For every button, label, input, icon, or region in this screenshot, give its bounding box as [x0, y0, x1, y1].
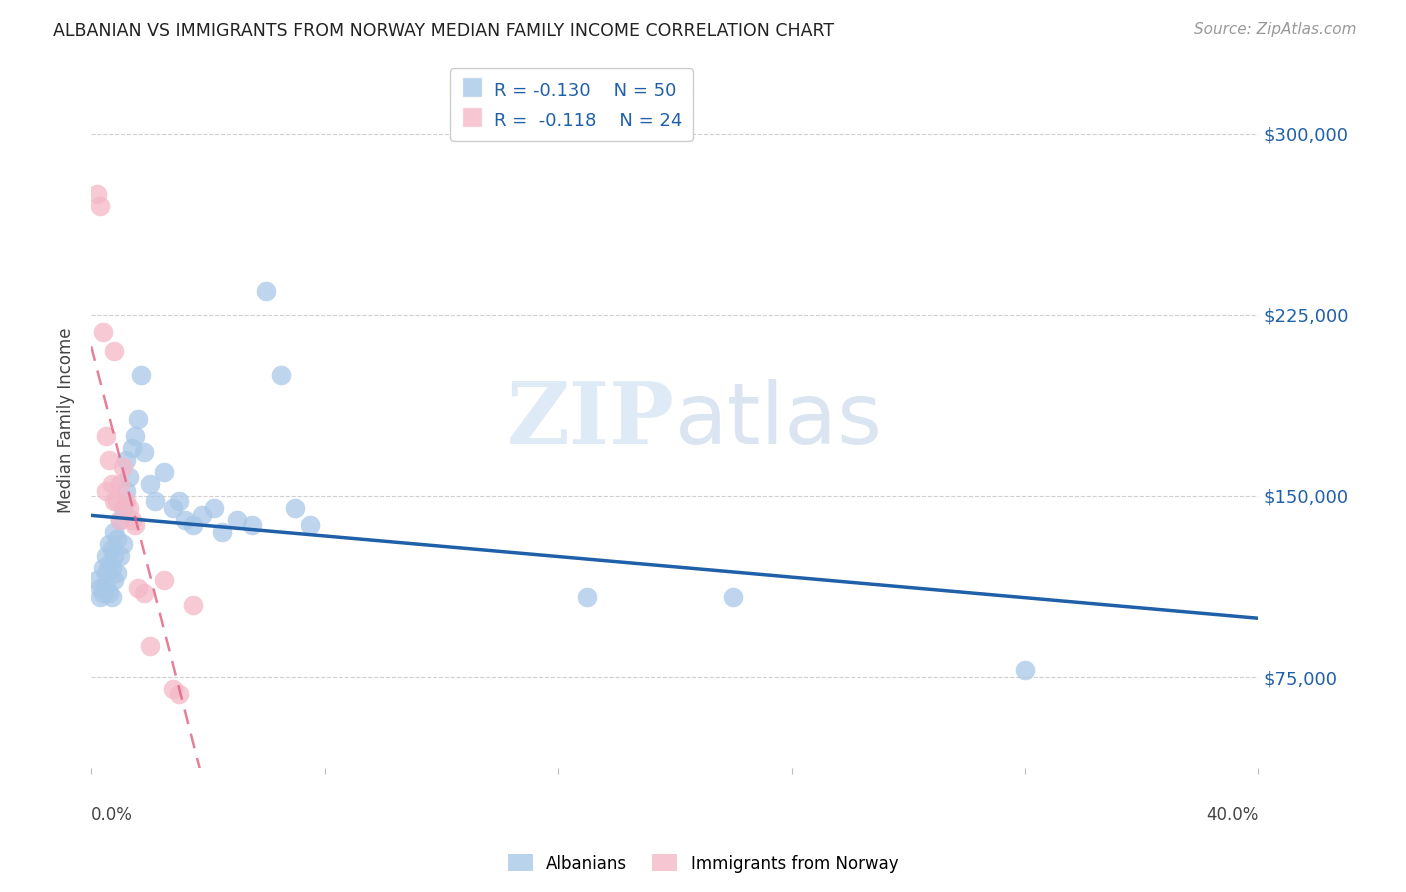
Point — [191, 508, 214, 523]
Legend: Albanians, Immigrants from Norway: Albanians, Immigrants from Norway — [501, 847, 905, 880]
Point — [721, 591, 744, 605]
Point — [167, 687, 190, 701]
Point — [115, 452, 138, 467]
Point — [1014, 663, 1036, 677]
Point — [153, 465, 176, 479]
Point — [132, 585, 155, 599]
Point — [103, 549, 125, 564]
Point — [110, 513, 132, 527]
Point — [254, 284, 277, 298]
Point — [94, 549, 117, 564]
Point — [112, 460, 135, 475]
Point — [115, 484, 138, 499]
Text: 40.0%: 40.0% — [1206, 805, 1258, 824]
Point — [103, 574, 125, 588]
Point — [107, 493, 129, 508]
Point — [89, 581, 111, 595]
Y-axis label: Median Family Income: Median Family Income — [58, 327, 75, 513]
Point — [107, 566, 129, 581]
Point — [91, 585, 114, 599]
Point — [103, 344, 125, 359]
Point — [173, 513, 195, 527]
Point — [110, 513, 132, 527]
Point — [118, 469, 141, 483]
Text: 0.0%: 0.0% — [91, 805, 134, 824]
Point — [121, 513, 143, 527]
Point — [100, 591, 122, 605]
Point — [94, 578, 117, 592]
Point — [94, 566, 117, 581]
Point — [162, 501, 184, 516]
Point — [94, 484, 117, 499]
Point — [100, 542, 122, 557]
Point — [298, 517, 321, 532]
Point — [97, 557, 120, 571]
Point — [127, 581, 149, 595]
Point — [115, 493, 138, 508]
Point — [124, 428, 146, 442]
Point — [91, 325, 114, 339]
Point — [132, 445, 155, 459]
Point — [181, 598, 204, 612]
Point — [153, 574, 176, 588]
Point — [97, 452, 120, 467]
Point — [129, 368, 152, 383]
Point — [97, 585, 120, 599]
Point — [100, 476, 122, 491]
Point — [110, 476, 132, 491]
Point — [138, 639, 160, 653]
Point — [121, 441, 143, 455]
Text: atlas: atlas — [675, 379, 883, 462]
Text: ZIP: ZIP — [508, 378, 675, 462]
Point — [240, 517, 263, 532]
Point — [226, 513, 249, 527]
Text: Source: ZipAtlas.com: Source: ZipAtlas.com — [1194, 22, 1357, 37]
Point — [143, 493, 166, 508]
Point — [89, 199, 111, 213]
Point — [112, 537, 135, 551]
Point — [91, 561, 114, 575]
Point — [202, 501, 225, 516]
Point — [110, 549, 132, 564]
Point — [211, 525, 233, 540]
Point — [127, 411, 149, 425]
Text: ALBANIAN VS IMMIGRANTS FROM NORWAY MEDIAN FAMILY INCOME CORRELATION CHART: ALBANIAN VS IMMIGRANTS FROM NORWAY MEDIA… — [53, 22, 835, 40]
Point — [89, 591, 111, 605]
Point — [181, 517, 204, 532]
Point — [124, 517, 146, 532]
Point — [107, 533, 129, 547]
Point — [100, 561, 122, 575]
Point — [97, 537, 120, 551]
Point — [576, 591, 599, 605]
Point — [86, 186, 108, 201]
Point — [270, 368, 292, 383]
Point — [118, 501, 141, 516]
Point — [112, 501, 135, 516]
Point — [94, 428, 117, 442]
Point — [284, 501, 307, 516]
Point — [86, 574, 108, 588]
Point — [162, 682, 184, 697]
Legend: R = -0.130    N = 50, R =  -0.118    N = 24: R = -0.130 N = 50, R = -0.118 N = 24 — [450, 69, 693, 141]
Point — [167, 493, 190, 508]
Point — [138, 476, 160, 491]
Point — [103, 525, 125, 540]
Point — [103, 493, 125, 508]
